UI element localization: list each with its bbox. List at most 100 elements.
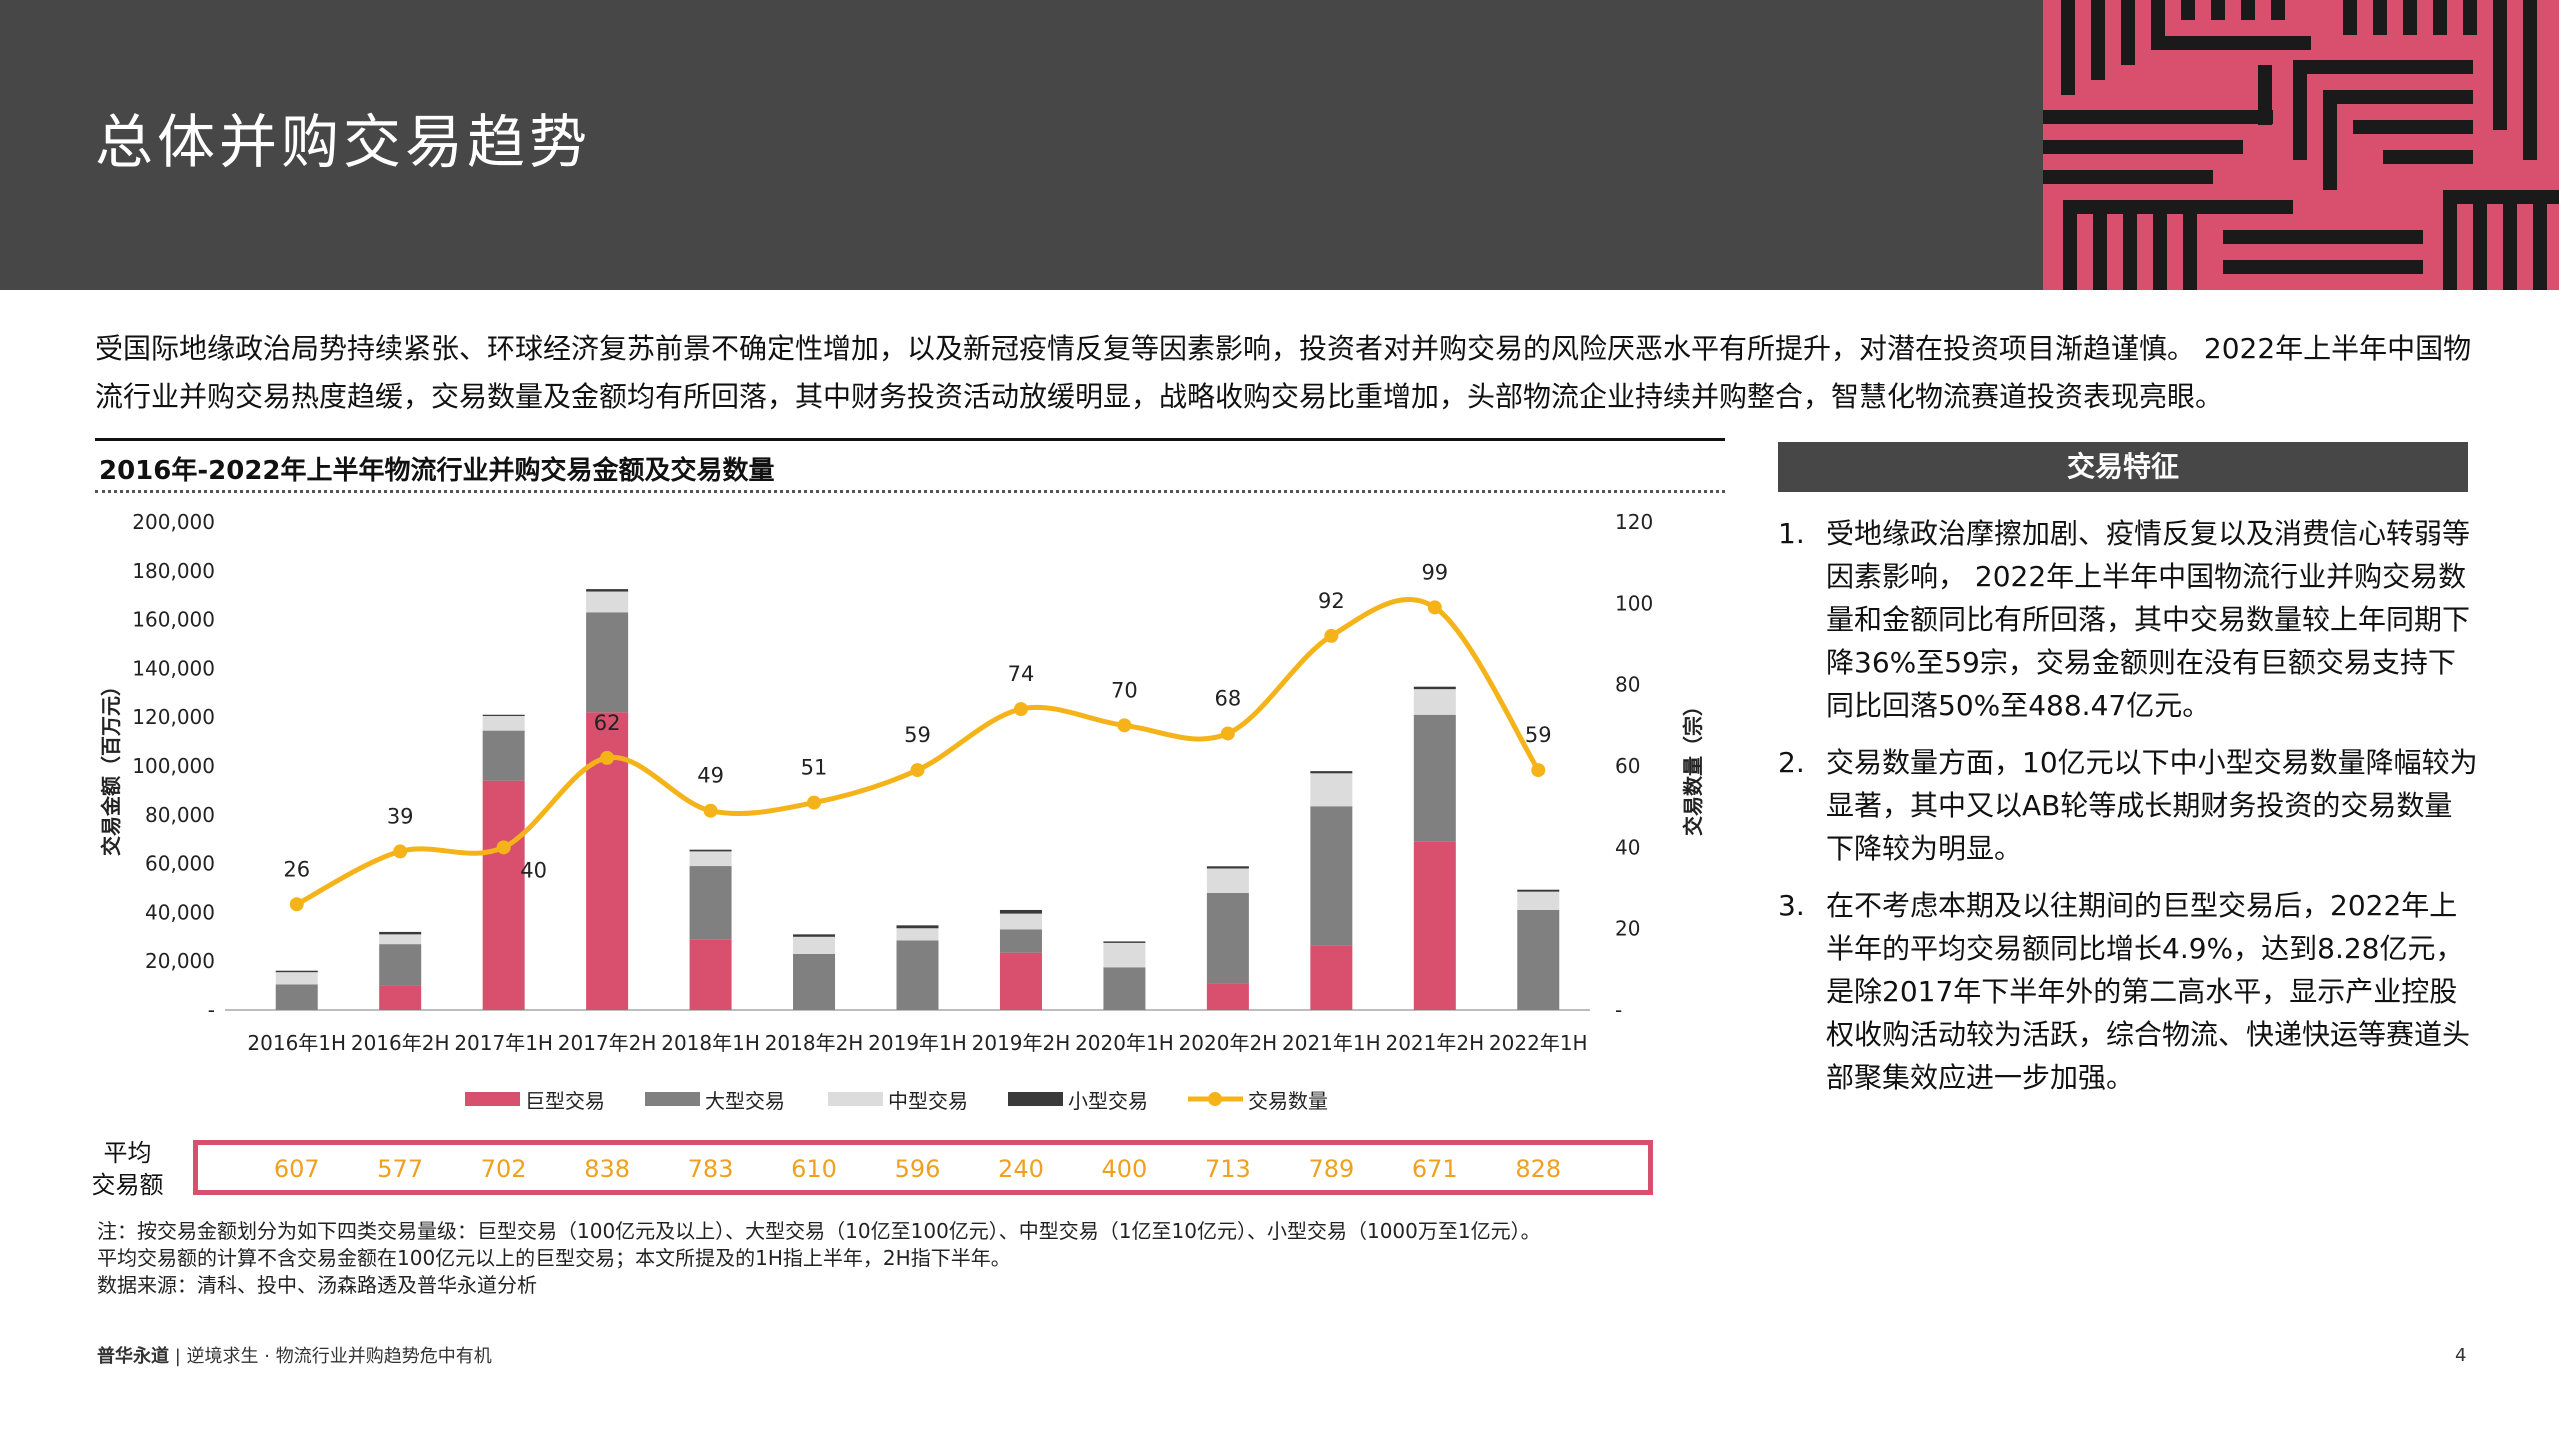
chart-title-rule [95,438,1725,441]
bar-segment-giant [999,952,1042,1010]
average-value: 828 [1515,1155,1561,1183]
y2-axis-title: 交易数量（宗） [1681,696,1705,836]
count-data-label: 70 [1111,678,1138,702]
x-tick-label: 2020年1H [1075,1031,1174,1055]
footer-brand: 普华永道 [97,1346,169,1367]
count-point [393,844,408,859]
x-tick-label: 2016年1H [247,1031,346,1055]
average-value: 596 [895,1155,941,1183]
average-value: 783 [688,1155,734,1183]
count-data-label: 59 [1525,723,1552,747]
x-tick-label: 2017年1H [454,1031,553,1055]
average-label: 平均 交易额 [75,1137,180,1201]
y2-tick-label: 60 [1615,754,1640,778]
bar-segment-giant [1206,983,1249,1010]
bar-segment-large [482,730,525,781]
average-value: 671 [1412,1155,1458,1183]
count-data-label: 40 [520,858,547,882]
legend-marker [1208,1092,1222,1106]
y2-tick-label: 80 [1615,673,1640,697]
side-item-1: 1. 受地缘政治摩擦加剧、疫情反复以及消费信心转弱等因素影响， 2022年上半年… [1778,512,2478,727]
x-tick-label: 2018年2H [765,1031,864,1055]
bar-segment-medium [1517,891,1560,910]
x-tick-label: 2022年1H [1489,1031,1588,1055]
average-label-line2: 交易额 [91,1171,164,1199]
count-point [289,897,304,912]
page-title: 总体并购交易趋势 [95,108,592,176]
bar-segment-large [1310,806,1353,946]
bar-segment-large [1517,909,1560,1010]
footer-text: 逆境求生 · 物流行业并购趋势危中有机 [186,1346,492,1367]
bar-segment-giant [1413,841,1456,1010]
intro-paragraph: 受国际地缘政治局势持续紧张、环球经济复苏前景不确定性增加，以及新冠疫情反复等因素… [95,332,2472,413]
page-number: 4 [2455,1345,2467,1366]
bar-segment-small [1103,941,1146,943]
count-point [1427,600,1442,615]
side-item-2: 2. 交易数量方面，10亿元以下中小型交易数量降幅较为显著，其中又以AB轮等成长… [1778,741,2478,870]
bar-segment-medium [1310,773,1353,807]
y-tick-label: 100,000 [132,754,215,778]
chart-title-dotted-rule [95,490,1725,493]
y-tick-label: 20,000 [145,949,215,973]
average-value: 610 [791,1155,837,1183]
x-tick-label: 2018年1H [661,1031,760,1055]
bar-segment-giant [1310,945,1353,1010]
y2-tick-label: - [1615,998,1622,1022]
average-value: 400 [1102,1155,1148,1183]
bar-segment-small [999,909,1042,914]
y-tick-label: 200,000 [132,510,215,534]
bar-segment-small [1310,771,1353,774]
count-line [295,596,1541,907]
x-tick-label: 2019年1H [868,1031,967,1055]
bar-segment-large [999,929,1042,953]
note-1: 注：按交易金额划分为如下四类交易量级：巨型交易（100亿元及以上）、大型交易（1… [97,1219,1541,1243]
y-axis-title: 交易金额（百万元） [99,676,123,856]
y2-tick-label: 100 [1615,591,1653,615]
count-point [1220,726,1235,741]
bar-segment-small [275,970,318,973]
count-data-label: 74 [1008,662,1035,686]
side-item-number: 3. [1778,889,1805,922]
note-2: 平均交易额的计算不含交易金额在100亿元以上的巨型交易；本文所提及的1H指上半年… [97,1246,1011,1270]
bar-segment-small [1206,866,1249,869]
bar-segment-large [689,866,732,940]
bar-segment-medium [896,928,939,941]
bar-segment-large [1206,892,1249,984]
y-tick-label: 40,000 [145,900,215,924]
bar-segment-large [1413,714,1456,842]
bar-segment-small [1413,686,1456,690]
count-point [910,763,925,778]
bar-segment-giant [379,985,422,1010]
legend-label: 巨型交易 [525,1089,605,1113]
y2-tick-label: 120 [1615,510,1653,534]
legend-label: 交易数量 [1248,1089,1328,1113]
bar-segment-medium [999,913,1042,930]
legend-swatch [828,1092,883,1106]
bar-segment-large [1103,967,1146,1010]
legend-label: 中型交易 [888,1089,968,1113]
x-tick-label: 2021年2H [1385,1031,1484,1055]
count-data-label: 26 [283,857,310,881]
bar-segment-large [275,984,318,1010]
count-data-label: 49 [697,764,724,788]
x-tick-label: 2016年2H [351,1031,450,1055]
bar-segment-small [379,931,422,935]
average-value: 838 [584,1155,630,1183]
footer-separator: | [174,1346,181,1367]
count-point [1531,763,1546,778]
notes: 注：按交易金额划分为如下四类交易量级：巨型交易（100亿元及以上）、大型交易（1… [97,1218,1541,1299]
bar-segment-medium [275,972,318,985]
side-item-3: 3. 在不考虑本期及以往期间的巨型交易后，2022年上半年的平均交易额同比增长4… [1778,884,2478,1099]
bar-segment-small [896,925,939,929]
bar-segment-medium [1206,868,1249,893]
x-tick-label: 2019年2H [972,1031,1071,1055]
side-item-text: 受地缘政治摩擦加剧、疫情反复以及消费信心转弱等因素影响， 2022年上半年中国物… [1826,517,2471,722]
average-box [193,1140,1653,1195]
side-item-number: 1. [1778,517,1805,550]
average-value: 577 [377,1155,423,1183]
chart-title: 2016年-2022年上半年物流行业并购交易金额及交易数量 [99,456,775,486]
bar-segment-small [586,589,629,592]
footer: 普华永道 | 逆境求生 · 物流行业并购趋势危中有机 [97,1342,492,1368]
bar-segment-small [689,849,732,852]
